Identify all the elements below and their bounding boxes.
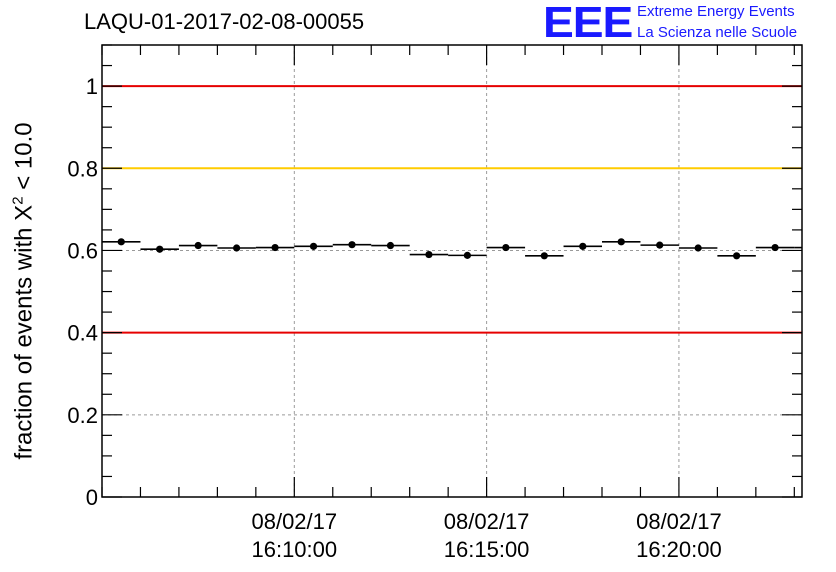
logo-text-line-1: Extreme Energy Events bbox=[637, 3, 795, 20]
data-point bbox=[502, 243, 510, 252]
y-tick-label: 0.2 bbox=[67, 403, 98, 428]
x-tick-label-time: 16:10:00 bbox=[251, 537, 337, 562]
data-point bbox=[309, 242, 318, 250]
data-point bbox=[386, 241, 395, 250]
y-axis-label-threshold: < 10.0 bbox=[10, 122, 38, 197]
x-tick-label-date: 08/02/17 bbox=[444, 509, 530, 534]
y-tick-label: 0.6 bbox=[67, 238, 98, 263]
data-point bbox=[617, 238, 625, 246]
data-point bbox=[579, 242, 587, 250]
data-point bbox=[117, 238, 125, 246]
y-tick-label: 0 bbox=[86, 485, 98, 510]
data-point bbox=[694, 244, 702, 252]
y-tick-label: 1 bbox=[86, 74, 98, 99]
plot-frame bbox=[101, 44, 803, 498]
x-tick-label-date: 08/02/17 bbox=[251, 509, 337, 534]
data-point bbox=[233, 244, 241, 252]
data-point bbox=[656, 241, 664, 249]
data-point bbox=[733, 252, 741, 260]
data-point bbox=[771, 243, 779, 252]
data-point bbox=[463, 251, 471, 259]
x-tick-label-time: 16:20:00 bbox=[636, 537, 722, 562]
data-point bbox=[156, 245, 164, 253]
data-point bbox=[540, 252, 548, 260]
y-tick-label: 0.8 bbox=[67, 156, 98, 181]
y-tick-label: 0.4 bbox=[67, 321, 98, 346]
y-axis-label-superscript: 2 bbox=[9, 196, 27, 205]
eee-logo: EEE bbox=[543, 0, 633, 47]
x-tick-label-date: 08/02/17 bbox=[636, 509, 722, 534]
chart-title: LAQU-01-2017-02-08-00055 bbox=[84, 9, 365, 34]
y-axis-label-main: fraction of events with X bbox=[10, 204, 38, 460]
logo-text-line-2: La Scienza nelle Scuole bbox=[637, 24, 798, 41]
data-point bbox=[194, 241, 202, 250]
data-point bbox=[348, 241, 356, 249]
data-point bbox=[271, 243, 279, 252]
data-point bbox=[425, 250, 433, 259]
y-axis-label: fraction of events with X2 < 10.0 bbox=[10, 122, 39, 459]
x-tick-label-time: 16:15:00 bbox=[444, 537, 530, 562]
